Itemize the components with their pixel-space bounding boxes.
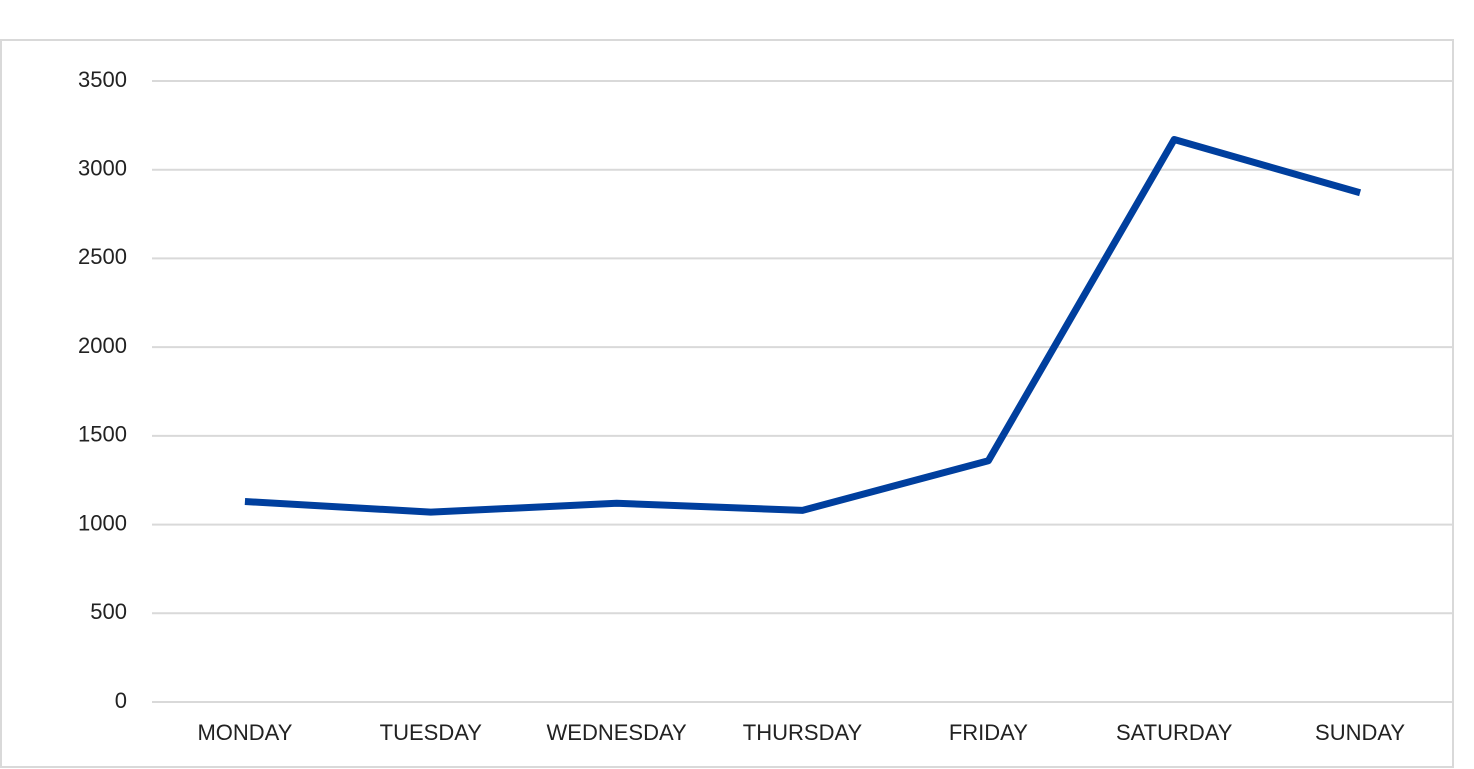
chart-frame	[0, 39, 1454, 768]
y-tick-label: 3500	[78, 67, 127, 92]
x-tick-label: WEDNESDAY	[547, 720, 687, 745]
y-tick-label: 2500	[78, 244, 127, 269]
y-tick-label: 1000	[78, 510, 127, 535]
y-tick-label: 3000	[78, 156, 127, 181]
x-tick-label: TUESDAY	[380, 720, 483, 745]
x-tick-label: MONDAY	[197, 720, 292, 745]
y-tick-label: 0	[115, 688, 127, 713]
y-tick-label: 500	[90, 599, 127, 624]
y-tick-label: 1500	[78, 422, 127, 447]
x-tick-label: SUNDAY	[1315, 720, 1405, 745]
y-tick-label: 2000	[78, 333, 127, 358]
x-tick-label: THURSDAY	[743, 720, 863, 745]
x-tick-label: SATURDAY	[1116, 720, 1233, 745]
data-line	[244, 136, 1362, 516]
x-tick-label: FRIDAY	[949, 720, 1028, 745]
